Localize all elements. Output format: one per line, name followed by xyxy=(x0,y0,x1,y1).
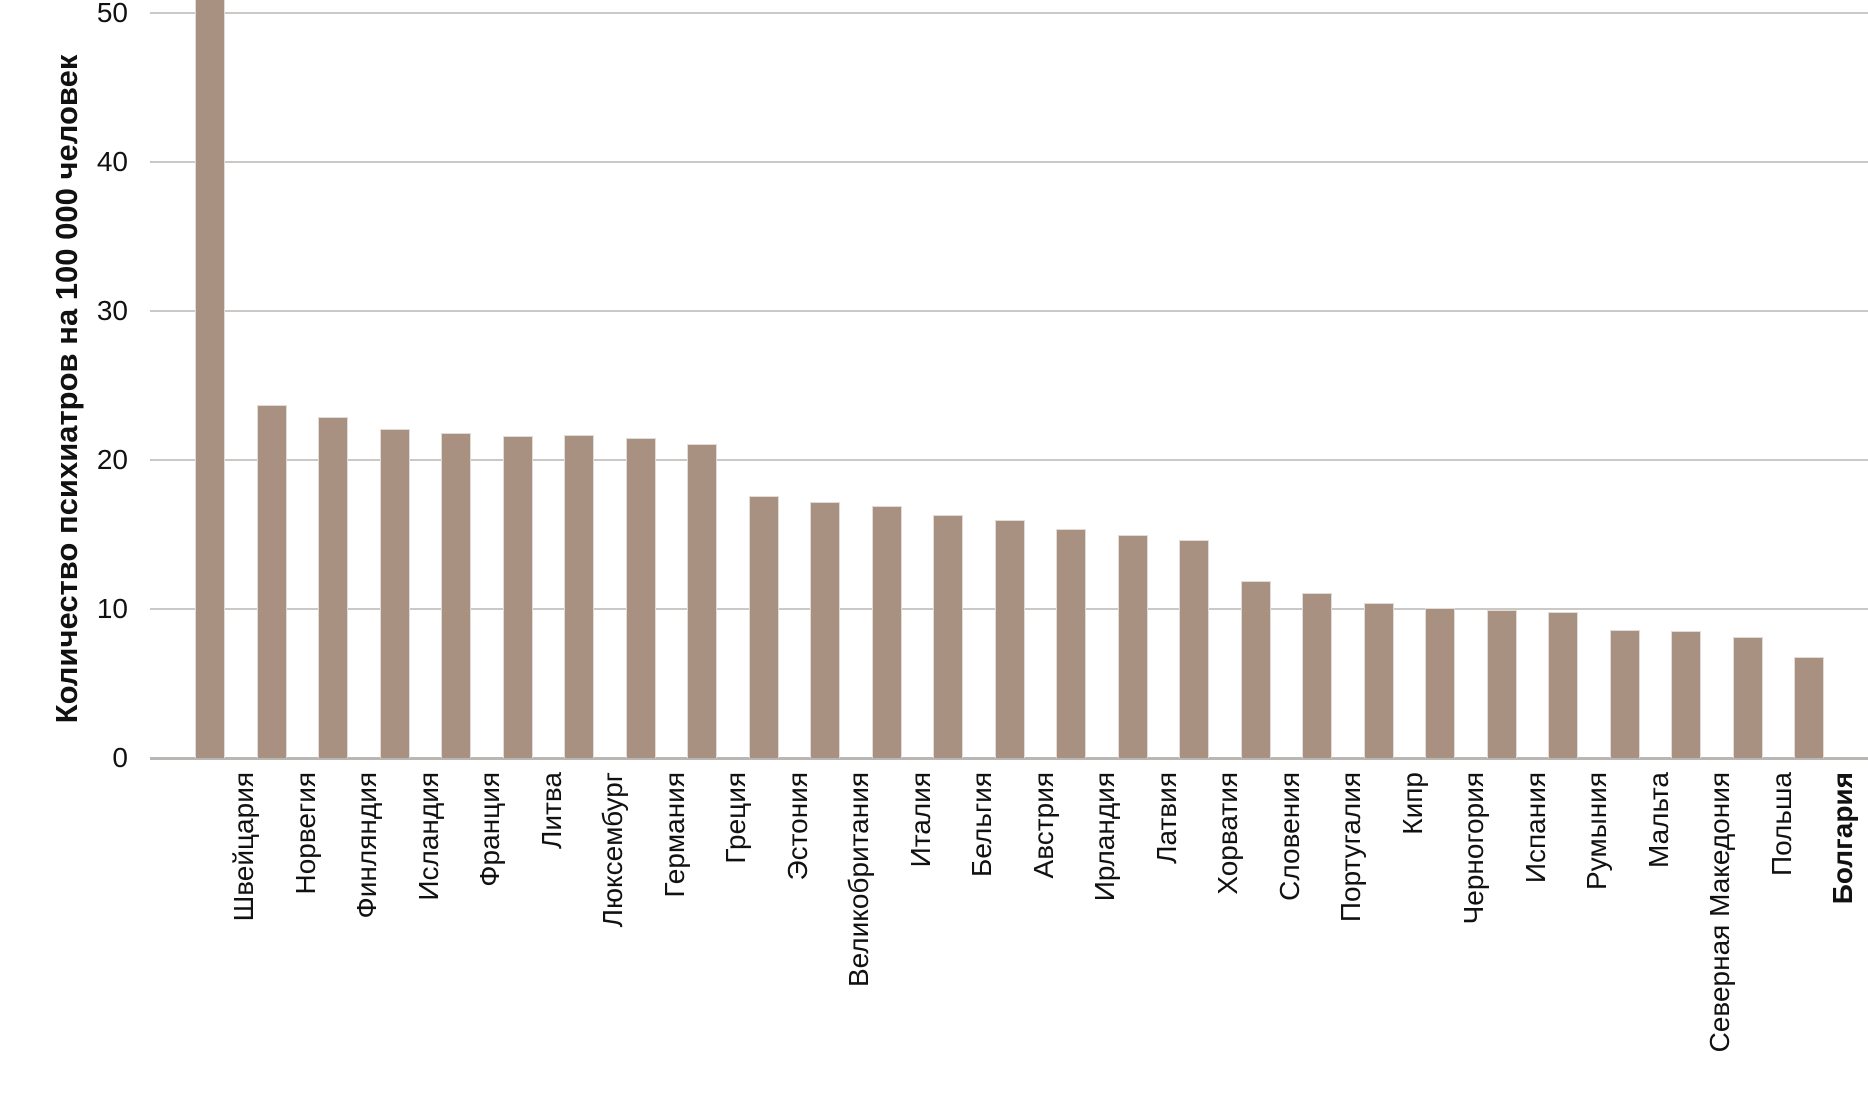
x-label-Болгария: Болгария xyxy=(1827,772,1858,905)
gridline-30 xyxy=(150,310,1868,312)
gridline-50 xyxy=(150,12,1868,14)
bar-Болгария xyxy=(1794,656,1824,758)
x-label-Швейцария: Швейцария xyxy=(228,772,259,922)
bar-Бельгия xyxy=(933,515,963,758)
x-label-Франция: Франция xyxy=(474,772,505,887)
x-label-Эстония: Эстония xyxy=(781,772,813,881)
gridline-40 xyxy=(150,161,1868,163)
x-label-Германия: Германия xyxy=(658,772,690,898)
bar-Норвегия xyxy=(256,404,287,758)
y-tick-label-30: 30 xyxy=(96,295,128,326)
x-label-Черногория: Черногория xyxy=(1458,772,1489,925)
y-tick-label-50: 50 xyxy=(96,0,128,28)
bar-Черногория xyxy=(1425,607,1455,758)
x-label-Латвия: Латвия xyxy=(1150,772,1182,864)
bar-Италия xyxy=(871,506,902,758)
x-label-Северная Македония: Северная Македония xyxy=(1704,772,1735,1053)
bar-Польша xyxy=(1732,637,1763,758)
bar-Великобритания xyxy=(810,501,840,758)
y-tick-label-0: 0 xyxy=(112,742,128,773)
x-label-Великобритания: Великобритания xyxy=(843,772,874,988)
bar-Мальта xyxy=(1609,629,1640,758)
bar-Португалия xyxy=(1302,592,1332,758)
bar-Греция xyxy=(687,443,717,758)
x-label-Финляндия: Финляндия xyxy=(351,772,382,919)
bar-Люксембург xyxy=(564,434,594,758)
x-label-Мальта: Мальта xyxy=(1642,772,1674,869)
bar-Финляндия xyxy=(318,416,348,758)
bar-Швейцария xyxy=(195,0,225,758)
x-axis-line xyxy=(150,757,1868,760)
y-tick-label-40: 40 xyxy=(96,146,128,177)
x-label-Португалия: Португалия xyxy=(1335,772,1366,923)
x-label-Люксембург: Люксембург xyxy=(597,772,628,928)
x-label-Словения: Словения xyxy=(1273,772,1305,901)
bar-Германия xyxy=(625,437,656,758)
bar-Хорватия xyxy=(1179,540,1209,758)
x-label-Польша: Польша xyxy=(1765,772,1797,877)
bar-Словения xyxy=(1240,580,1271,758)
x-label-Норвегия: Норвегия xyxy=(289,772,321,895)
bar-Испания xyxy=(1486,610,1517,758)
x-label-Испания: Испания xyxy=(1519,772,1551,884)
y-tick-label-10: 10 xyxy=(96,593,128,624)
x-label-Румыния: Румыния xyxy=(1581,772,1612,891)
bar-Северная Македония xyxy=(1671,631,1701,758)
x-label-Хорватия: Хорватия xyxy=(1212,772,1243,895)
bar-Латвия xyxy=(1117,534,1148,758)
x-label-Бельгия: Бельгия xyxy=(966,772,997,877)
bar-Австрия xyxy=(994,519,1025,758)
bar-Исландия xyxy=(379,428,410,758)
y-tick-label-20: 20 xyxy=(96,444,128,475)
x-label-Австрия: Австрия xyxy=(1027,772,1059,879)
bar-Кипр xyxy=(1363,603,1394,758)
x-label-Литва: Литва xyxy=(535,772,567,849)
x-label-Исландия: Исландия xyxy=(412,772,444,901)
bar-Франция xyxy=(441,433,471,758)
x-label-Ирландия: Ирландия xyxy=(1089,772,1120,902)
x-label-Греция: Греция xyxy=(720,772,751,864)
x-label-Кипр: Кипр xyxy=(1396,772,1428,835)
bar-Румыния xyxy=(1548,611,1578,758)
bar-Литва xyxy=(502,436,533,758)
x-label-Италия: Италия xyxy=(904,772,936,868)
bar-Эстония xyxy=(748,495,779,758)
bar-Ирландия xyxy=(1056,528,1086,758)
gridline-20 xyxy=(150,459,1868,461)
